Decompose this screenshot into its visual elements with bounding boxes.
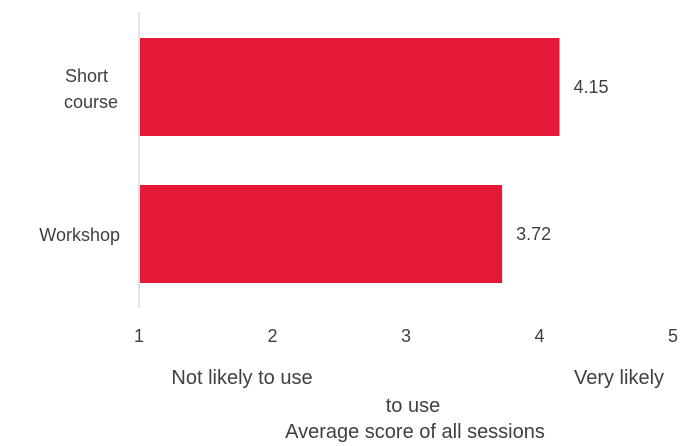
bar-workshop <box>140 185 503 283</box>
x-axis-title: Average score of all sessions <box>285 421 545 443</box>
x-tick-label-2: 2 <box>267 326 277 346</box>
category-label-short-course: Short course <box>64 66 118 112</box>
scale-anchor-high-line1: Very likely <box>574 367 664 389</box>
x-tick-label-4: 4 <box>534 326 544 346</box>
x-tick-labels: 1 2 3 4 5 <box>134 326 678 346</box>
bars-group: 4.15 3.72 <box>140 38 609 283</box>
data-label-short-course: 4.15 <box>574 77 609 97</box>
scale-anchor-low: Not likely to use <box>171 367 312 389</box>
bar-short-course <box>140 38 560 136</box>
x-tick-label-5: 5 <box>668 326 678 346</box>
category-label-short-course-line1: Short <box>65 66 108 86</box>
data-label-workshop: 3.72 <box>516 224 551 244</box>
x-tick-label-3: 3 <box>401 326 411 346</box>
x-tick-label-1: 1 <box>134 326 144 346</box>
scale-anchor-high-line2: to use <box>386 395 440 417</box>
category-label-workshop: Workshop <box>39 225 120 245</box>
category-label-short-course-line2: course <box>64 92 118 112</box>
